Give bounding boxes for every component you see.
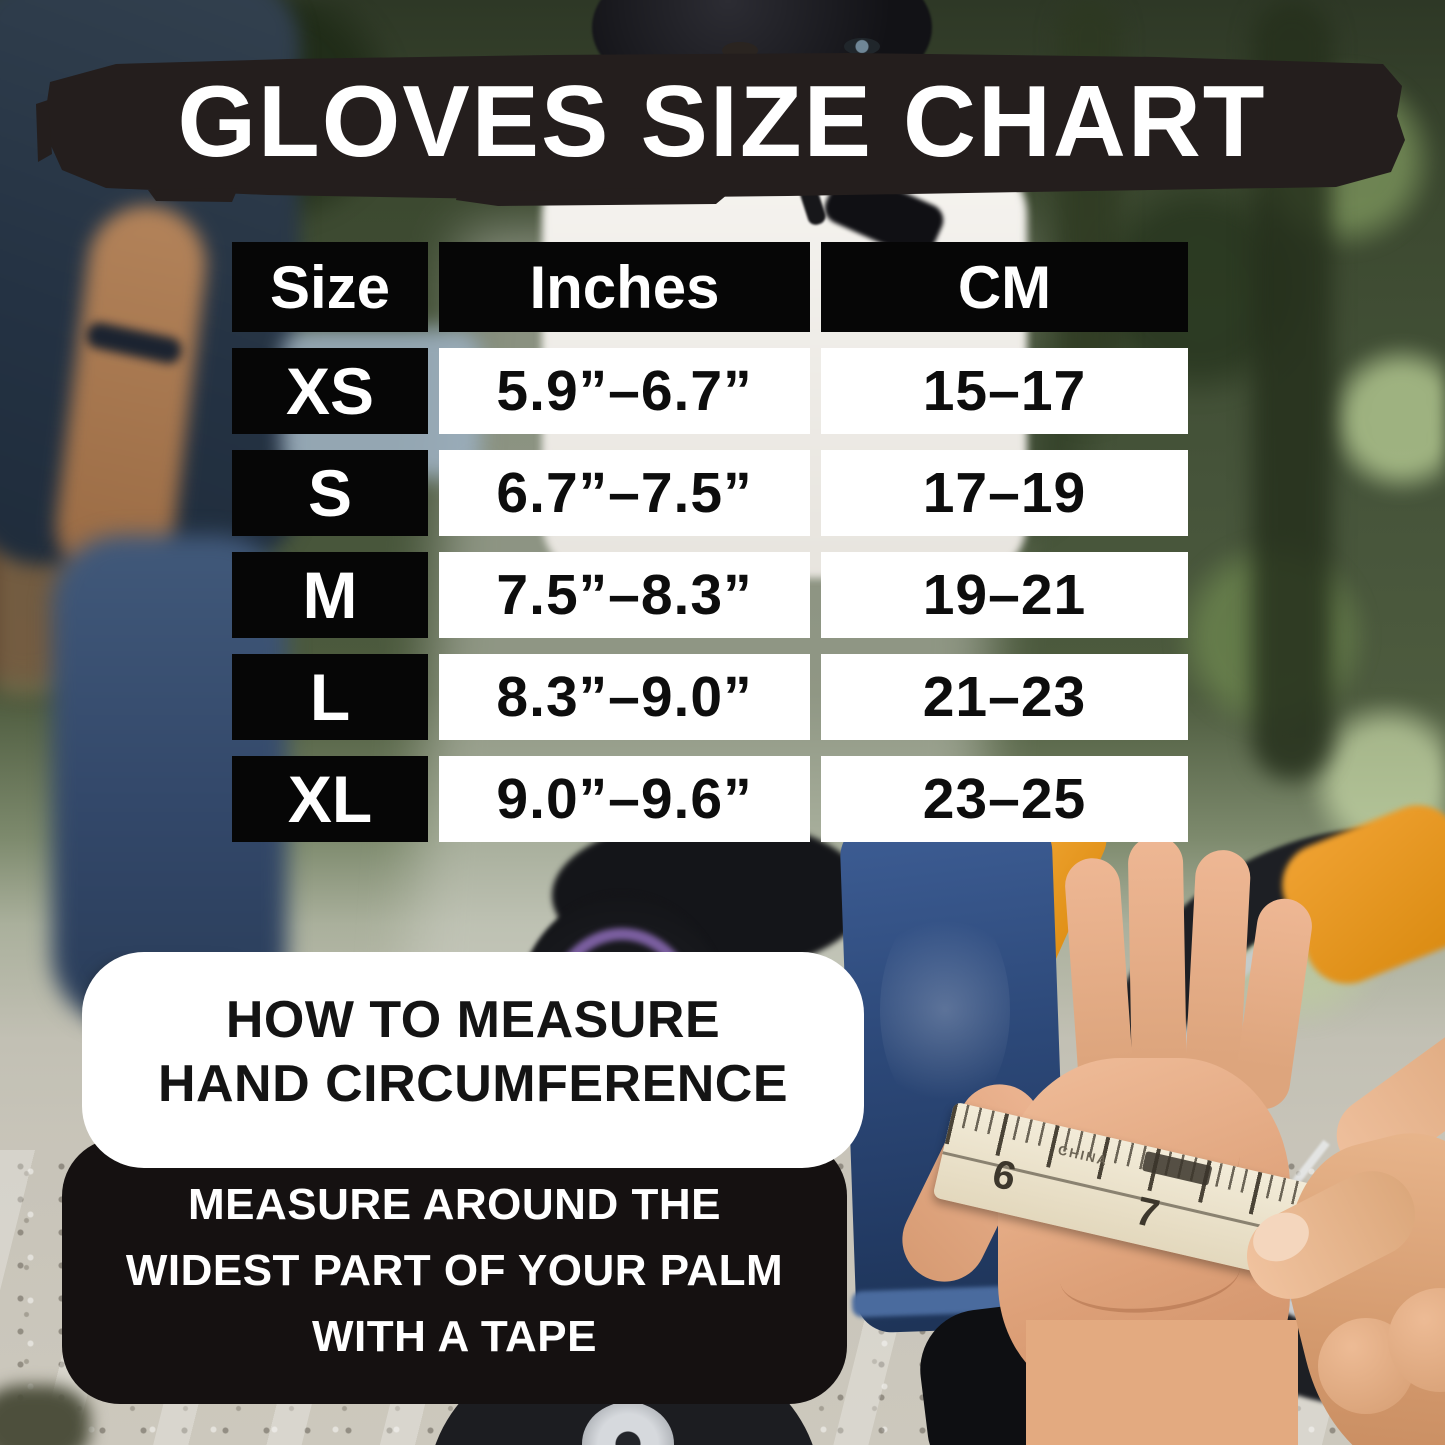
measure-instruction-box: MEASURE AROUND THE WIDEST PART OF YOUR P… (62, 1138, 847, 1404)
column-header-inches: Inches (439, 242, 810, 332)
how-to-heading-line: HOW TO MEASURE (225, 991, 721, 1049)
row-m-cm: 19–21 (821, 552, 1188, 638)
ground-debris (0, 1385, 90, 1445)
row-l-inches: 8.3”–9.0” (439, 654, 810, 740)
row-xs-cm: 15–17 (821, 348, 1188, 434)
row-xl-inches: 9.0”–9.6” (439, 756, 810, 842)
how-to-measure-box: HOW TO MEASURE HAND CIRCUMFERENCE (82, 952, 864, 1168)
child-eye (844, 38, 880, 55)
size-chart-table: Size Inches CM XS 5.9”–6.7” 15–17 S 6.7”… (232, 242, 1188, 842)
instruction-line: WITH A TAPE (312, 1312, 597, 1361)
row-s-cm: 17–19 (821, 450, 1188, 536)
row-s-inches: 6.7”–7.5” (439, 450, 810, 536)
page-title: GLOVES SIZE CHART (177, 65, 1267, 178)
row-m-inches: 7.5”–8.3” (439, 552, 810, 638)
row-xl-size: XL (232, 756, 428, 842)
row-xs-size: XS (232, 348, 428, 434)
row-xs-inches: 5.9”–6.7” (439, 348, 810, 434)
column-header-cm: CM (821, 242, 1188, 332)
row-l-cm: 21–23 (821, 654, 1188, 740)
column-header-size: Size (232, 242, 428, 332)
palm-wrist (1026, 1320, 1298, 1445)
instruction-line: WIDEST PART OF YOUR PALM (125, 1246, 784, 1295)
row-s-size: S (232, 450, 428, 536)
instruction-line: MEASURE AROUND THE (188, 1180, 721, 1229)
row-xl-cm: 23–25 (821, 756, 1188, 842)
row-l-size: L (232, 654, 428, 740)
brush-stroke-banner (36, 53, 1405, 206)
how-to-heading-line: HAND CIRCUMFERENCE (157, 1055, 789, 1113)
row-m-size: M (232, 552, 428, 638)
jeans-highlight (880, 900, 1010, 1120)
tape-number-6: 6 (988, 1151, 1020, 1200)
